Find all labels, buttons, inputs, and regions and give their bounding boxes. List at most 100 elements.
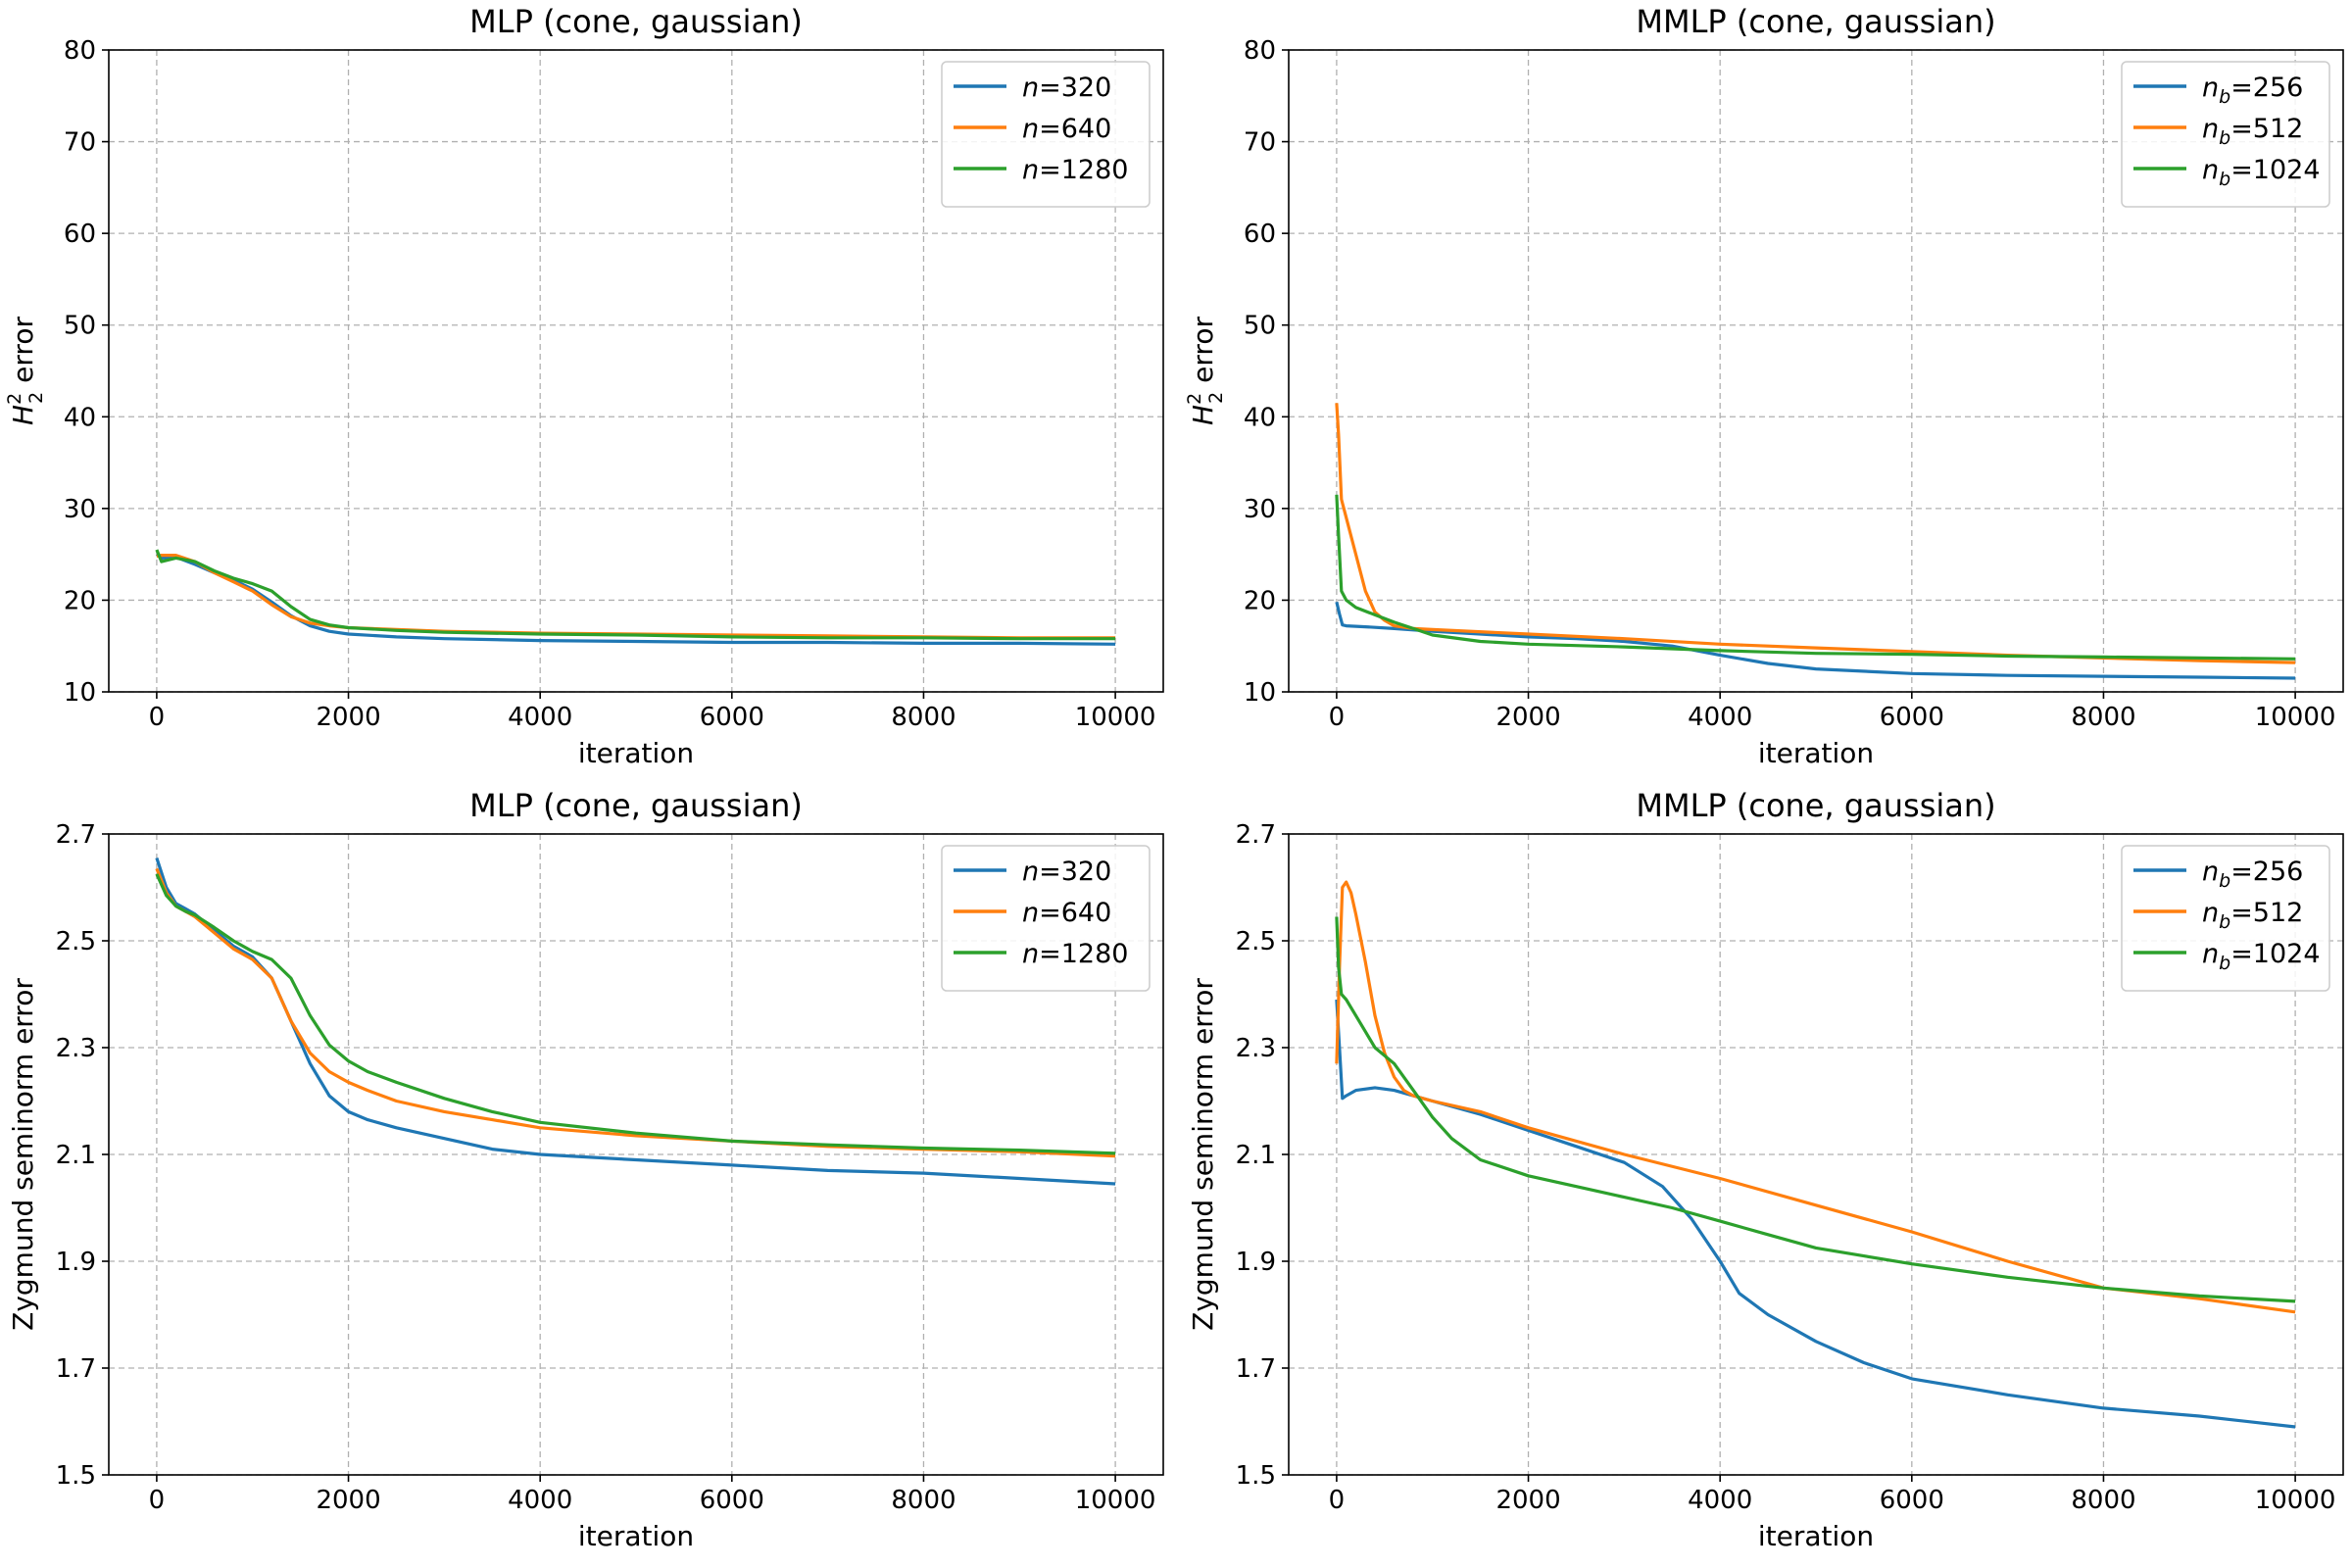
legend-entry: n=1280	[1022, 939, 1128, 969]
x-axis-label: iteration	[1758, 1520, 1874, 1552]
y-tick-label: 2.3	[1236, 1034, 1276, 1063]
series-line-2	[156, 553, 1116, 640]
x-tick-label: 6000	[1880, 1486, 1944, 1515]
x-axis-label: iteration	[578, 737, 694, 769]
x-tick-label: 4000	[508, 1486, 572, 1515]
y-tick-label: 2.1	[1236, 1141, 1276, 1170]
legend-entry: n=1280	[1022, 155, 1128, 185]
y-axis-label: H22 error	[4, 317, 47, 425]
legend-box	[941, 845, 1151, 992]
y-tick-label: 2.1	[56, 1141, 96, 1170]
legend-entry: n=320	[1022, 857, 1111, 887]
legend-entry: nb=1024	[2202, 939, 2321, 974]
x-tick-label: 4000	[508, 703, 572, 732]
chart-panel-4: 0 2000 4000 6000 8000 10000 1.5 1.7 1.9 2.1 2.3 2.5…	[1187, 787, 2344, 1552]
x-tick-label: 2000	[1495, 1486, 1560, 1515]
series-lines	[155, 549, 1116, 646]
x-tick-label: 6000	[700, 703, 764, 732]
axes-frame	[108, 49, 1164, 693]
legend-entry: nb=512	[2202, 114, 2303, 149]
x-tick-label: 0	[149, 703, 166, 732]
legend-entry: nb=256	[2202, 73, 2303, 108]
series-line-1	[1335, 601, 2296, 680]
y-tick-label: 1.5	[56, 1461, 96, 1491]
x-tick-label: 4000	[1688, 703, 1752, 732]
y-tick-label: 50	[1244, 312, 1276, 341]
y-tick-label: 70	[64, 128, 96, 158]
legend-entry: nb=512	[2202, 898, 2303, 933]
legend-box	[2121, 845, 2330, 992]
y-tick-label: 70	[1244, 128, 1276, 158]
legend-entry: nb=256	[2202, 857, 2303, 892]
y-tick-label: 60	[1244, 220, 1276, 249]
y-tick-label: 1.5	[1236, 1461, 1276, 1491]
series-line-2	[1335, 880, 2296, 1314]
y-axis-label: Zygmund seminorm error	[7, 978, 39, 1331]
y-tick-label: 20	[1244, 586, 1276, 615]
series-line-3	[1335, 916, 2296, 1303]
series-lines	[1335, 880, 2296, 1429]
chart-title: MMLP (cone, gaussian)	[1636, 3, 1995, 40]
y-tick-label: 1.7	[1236, 1354, 1276, 1384]
legend-entry: n=320	[1022, 73, 1111, 103]
x-tick-label: 0	[1329, 703, 1346, 732]
x-tick-label: 6000	[700, 1486, 764, 1515]
chart-title: MMLP (cone, gaussian)	[1636, 787, 1995, 824]
chart-panel-1: 0 2000 4000 6000 8000 10000 10 20 30 40 50 60 70 80 ML…	[4, 3, 1164, 769]
y-tick-label: 20	[64, 586, 96, 615]
y-tick-label: 1.9	[56, 1248, 96, 1277]
x-tick-label: 8000	[2071, 703, 2135, 732]
x-tick-label: 4000	[1688, 1486, 1752, 1515]
series-lines	[155, 858, 1116, 1186]
series-line-3	[1335, 494, 2296, 661]
y-tick-label: 40	[64, 403, 96, 432]
legend: nb=256 nb=512 nb=1024	[2121, 845, 2330, 992]
x-tick-label: 10000	[1075, 703, 1156, 732]
x-tick-label: 2000	[316, 1486, 380, 1515]
y-tick-label: 1.9	[1236, 1248, 1276, 1277]
series-line-1	[1335, 999, 2296, 1429]
y-tick-label: 10	[64, 678, 96, 708]
y-tick-label: 2.7	[1236, 820, 1276, 850]
x-tick-label: 10000	[2255, 703, 2336, 732]
x-tick-label: 2000	[316, 703, 380, 732]
y-axis-label: Zygmund seminorm error	[1187, 978, 1219, 1331]
legend: nb=256 nb=512 nb=1024	[2121, 61, 2330, 208]
y-tick-label: 80	[1244, 36, 1276, 66]
chart-title: MLP (cone, gaussian)	[469, 787, 803, 824]
legend-box	[2121, 61, 2330, 208]
x-tick-label: 2000	[1495, 703, 1560, 732]
x-tick-label: 0	[1329, 1486, 1346, 1515]
y-tick-label: 2.5	[1236, 927, 1276, 956]
series-line-3	[155, 873, 1116, 1155]
x-tick-label: 0	[149, 1486, 166, 1515]
x-tick-label: 8000	[891, 1486, 956, 1515]
series-line-1	[155, 553, 1116, 646]
legend-entry: n=640	[1022, 114, 1111, 144]
y-tick-label: 2.3	[56, 1034, 96, 1063]
y-tick-label: 50	[64, 312, 96, 341]
y-tick-label: 10	[1244, 678, 1276, 708]
y-tick-label: 1.7	[56, 1354, 96, 1384]
y-tick-label: 2.7	[56, 820, 96, 850]
x-axis-label: iteration	[578, 1520, 694, 1552]
series-line-3	[155, 549, 1116, 641]
y-tick-label: 30	[64, 495, 96, 524]
x-axis-label: iteration	[1758, 737, 1874, 769]
chart-title: MLP (cone, gaussian)	[469, 3, 803, 40]
legend-box	[941, 61, 1151, 208]
legend: n=320 n=640 n=1280	[941, 61, 1151, 208]
x-tick-label: 8000	[891, 703, 956, 732]
chart-panel-2: 0 2000 4000 6000 8000 10000 10 20 30 40 50 60 70 80 MM…	[1184, 3, 2344, 769]
x-tick-label: 8000	[2071, 1486, 2135, 1515]
chart-panel-3: 0 2000 4000 6000 8000 10000 1.5 1.7 1.9 2.1 2.3 2.5…	[7, 787, 1164, 1552]
x-tick-label: 10000	[2255, 1486, 2336, 1515]
x-tick-label: 10000	[1075, 1486, 1156, 1515]
axes-frame	[1288, 49, 2344, 693]
y-tick-label: 60	[64, 220, 96, 249]
series-lines	[1335, 403, 2296, 680]
legend-entry: nb=1024	[2202, 155, 2321, 190]
legend-entry: n=640	[1022, 898, 1111, 928]
y-axis-label: H22 error	[1184, 317, 1227, 425]
y-tick-label: 2.5	[56, 927, 96, 956]
